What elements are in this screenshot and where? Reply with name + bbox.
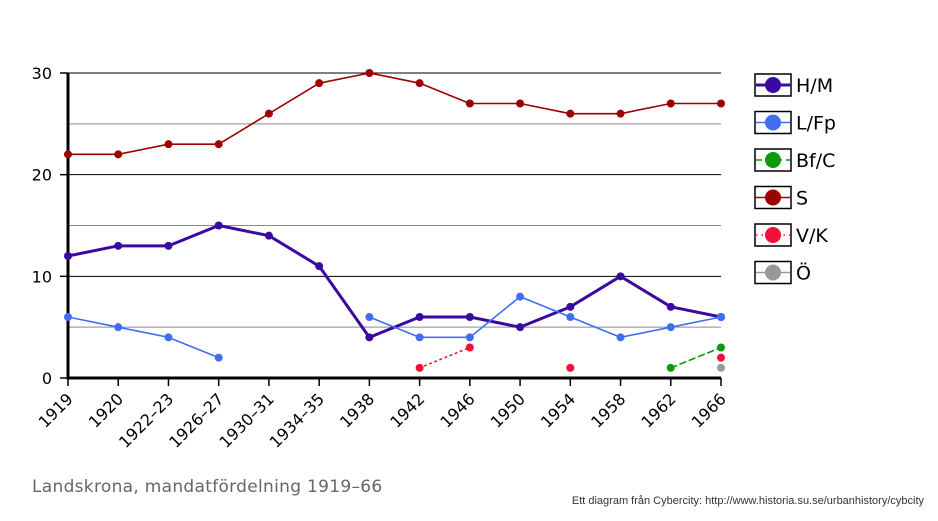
data-point-bf-c (666, 363, 675, 372)
data-point-h-m (365, 333, 374, 342)
data-point-v-k (415, 363, 424, 372)
data-point-s (64, 150, 72, 159)
data-point-l-fp (666, 323, 675, 332)
y-tick-label: 0 (42, 369, 52, 388)
legend-marker-h-m (765, 77, 781, 93)
data-point-s (114, 150, 123, 159)
data-point-s (415, 79, 424, 88)
data-point-l-fp (164, 333, 173, 342)
data-point-s (164, 140, 173, 149)
x-tick-label: 1958 (587, 389, 629, 431)
x-tick-label: 1942 (386, 389, 428, 431)
data-point-l-fp (616, 333, 625, 342)
data-point-h-m (114, 241, 123, 250)
x-tick-label: 1934–35 (266, 389, 328, 451)
legend-marker-series (765, 264, 781, 281)
data-point-series (717, 363, 725, 372)
data-point-s (465, 99, 474, 108)
data-point-s (365, 69, 374, 77)
data-point-v-k (566, 363, 575, 372)
data-point-l-fp (114, 323, 123, 332)
data-point-h-m (315, 262, 324, 271)
series-line-bf-c (669, 346, 722, 369)
series-line-v-k (418, 346, 471, 369)
x-tick-label: 1962 (637, 389, 679, 431)
data-point-l-fp (365, 313, 374, 321)
data-point-s (616, 109, 625, 118)
x-tick-label: 1938 (336, 389, 378, 431)
data-point-s (717, 99, 725, 108)
series-line-s (67, 72, 722, 156)
data-point-s (566, 109, 575, 118)
series-line-h-m (66, 224, 723, 339)
data-point-h-m (415, 313, 424, 321)
data-point-h-m (164, 241, 173, 250)
legend-label-l-fp: L/Fp (796, 113, 836, 135)
y-tick-label: 20 (32, 166, 52, 185)
data-point-h-m (264, 231, 273, 240)
data-point-h-m (214, 221, 223, 230)
chart-caption: Landskrona, mandatfördelning 1919–66 (32, 477, 383, 497)
legend-label-s: S (796, 188, 808, 210)
x-tick-label: 1950 (487, 389, 529, 431)
data-point-s (516, 99, 525, 108)
x-tick-label: 1966 (688, 389, 730, 431)
legend-marker-bf-c (765, 152, 781, 168)
data-point-h-m (566, 302, 575, 311)
data-point-s (315, 79, 324, 88)
data-point-v-k (465, 343, 474, 352)
x-tick-label: 1954 (537, 389, 579, 431)
series-line-l-fp (67, 316, 220, 359)
data-point-l-fp (566, 313, 575, 321)
data-point-h-m (616, 272, 625, 281)
data-point-l-fp (516, 292, 525, 301)
legend-label-v-k: V/K (796, 225, 828, 247)
data-point-h-m (516, 323, 525, 332)
y-tick-label: 10 (32, 267, 52, 286)
data-point-s (264, 109, 273, 118)
legend-label-series: Ö (796, 262, 811, 285)
data-point-l-fp (64, 313, 72, 321)
legend-label-bf-c: Bf/C (796, 150, 835, 172)
data-point-l-fp (214, 353, 223, 362)
x-tick-label: 1946 (436, 389, 478, 431)
data-point-l-fp (465, 333, 474, 342)
data-point-l-fp (717, 313, 725, 321)
x-tick-label: 1919 (35, 389, 77, 431)
data-point-l-fp (415, 333, 424, 342)
legend-label-h-m: H/M (796, 75, 833, 97)
legend-marker-l-fp (765, 114, 781, 131)
data-point-bf-c (717, 343, 725, 352)
data-point-v-k (717, 353, 725, 362)
data-point-h-m (666, 302, 675, 311)
series-line-l-fp (368, 295, 722, 339)
credit-line: Ett diagram från Cybercity: http://www.h… (571, 495, 924, 507)
data-point-h-m (465, 313, 474, 321)
data-point-s (214, 140, 223, 149)
y-tick-label: 30 (32, 64, 52, 83)
data-point-h-m (64, 252, 72, 260)
legend-marker-s (765, 189, 781, 206)
data-point-s (666, 99, 675, 108)
x-tick-label: 1920 (85, 389, 127, 431)
legend-marker-v-k (765, 227, 781, 243)
